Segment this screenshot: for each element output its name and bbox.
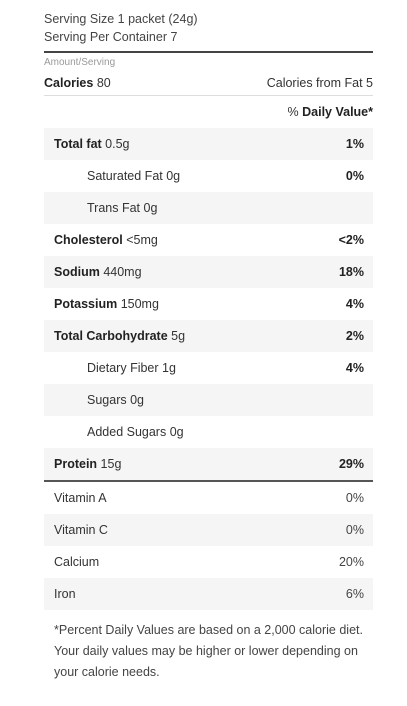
nutrient-percent: 1% [345,137,364,151]
vitamin-name: Calcium [54,555,100,569]
nutrient-percent: 2% [345,329,364,343]
nutrient-amount: 440mg [103,265,142,279]
nutrient-name: Total Carbohydrate [54,329,168,343]
nutrient-row-sodium: Sodium 440mg 18% [44,256,373,288]
nutrient-row-cholesterol: Cholesterol <5mg <2% [44,224,373,256]
calories: Calories 80 [44,76,111,90]
footnote: *Percent Daily Values are based on a 2,0… [54,623,363,679]
daily-value-label: Daily Value* [302,105,373,119]
calories-value: 80 [96,76,111,90]
amount-per-serving-label: Amount/Serving [44,57,116,68]
nutrient-name: Added Sugars [87,425,167,439]
nutrient-amount: 0.5g [105,137,130,151]
nutrient-percent: 29% [338,457,364,471]
nutrient-row-total-fat: Total fat 0.5g 1% [44,128,373,160]
nutrient-row-protein: Protein 15g 29% [44,448,373,480]
servings-per-container: Serving Per Container 7 [44,30,178,44]
nutrient-name: Sugars [87,393,127,407]
nutrient-percent: 4% [345,361,364,375]
nutrient-amount: 0g [143,201,158,215]
nutrient-row-added-sugars: Added Sugars 0g [44,416,373,448]
calories-from-fat: Calories from Fat 5 [266,76,373,90]
vitamin-name: Vitamin C [54,523,108,537]
nutrient-name: Protein [54,457,98,471]
nutrient-percent: <2% [338,233,364,247]
nutrient-amount: 0g [130,393,144,407]
vitamin-row-iron: Iron 6% [44,578,373,610]
nutrient-name: Dietary Fiber [87,361,159,375]
nutrient-row-dietary-fiber: Dietary Fiber 1g 4% [44,352,373,384]
nutrient-row-total-carbohydrate: Total Carbohydrate 5g 2% [44,320,373,352]
nutrient-name: Trans Fat [87,201,141,215]
nutrient-row-trans-fat: Trans Fat 0g [44,192,373,224]
calories-label: Calories [44,76,94,90]
nutrient-row-sugars: Sugars 0g [44,384,373,416]
nutrient-amount: <5mg [126,233,158,247]
daily-value-prefix: % [287,105,299,119]
divider [44,51,373,53]
nutrient-percent: 0% [345,169,364,183]
vitamin-name: Vitamin A [54,491,107,505]
nutrition-facts-panel: Serving Size 1 packet (24g) Serving Per … [44,0,373,683]
nutrient-name: Cholesterol [54,233,123,247]
nutrient-amount: 5g [171,329,186,343]
daily-value-header: % Daily Value* [44,96,373,128]
vitamin-row-vitamin-a: Vitamin A 0% [44,482,373,514]
vitamin-row-calcium: Calcium 20% [44,546,373,578]
nutrient-name: Total fat [54,137,102,151]
vitamin-percent: 6% [345,587,364,601]
vitamin-name: Iron [54,587,76,601]
nutrient-amount: 0g [166,169,181,183]
divider [44,480,373,482]
nutrient-amount: 1g [162,361,176,375]
nutrient-amount: 150mg [120,297,159,311]
nutrient-row-saturated-fat: Saturated Fat 0g 0% [44,160,373,192]
serving-size: Serving Size 1 packet (24g) [44,12,198,26]
vitamin-percent: 20% [338,555,364,569]
vitamin-percent: 0% [345,491,364,505]
nutrient-name: Sodium [54,265,100,279]
calories-row: Calories 80 Calories from Fat 5 [44,71,373,96]
nutrient-amount: 0g [169,425,184,439]
nutrient-percent: 18% [338,265,364,279]
vitamin-row-vitamin-c: Vitamin C 0% [44,514,373,546]
nutrient-name: Potassium [54,297,118,311]
nutrient-percent: 4% [345,297,364,311]
vitamin-percent: 0% [345,523,364,537]
nutrient-name: Saturated Fat [87,169,163,183]
nutrient-amount: 15g [100,457,122,471]
nutrient-row-potassium: Potassium 150mg 4% [44,288,373,320]
